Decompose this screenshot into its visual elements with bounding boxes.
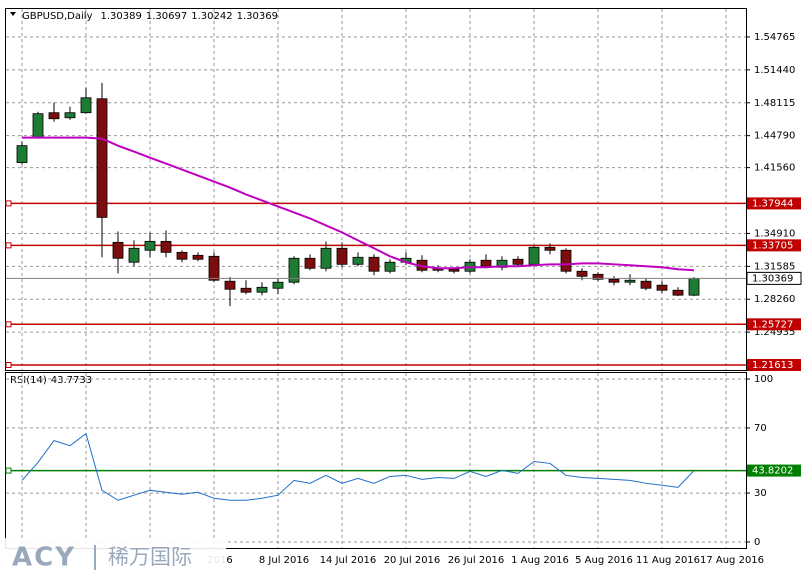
candle-body [144, 240, 156, 251]
symbol: GBPUSD,Daily [22, 11, 93, 22]
y-tick-label: 1.34910 [754, 228, 795, 239]
y-tick-label: 100 [754, 374, 773, 385]
level-label: 43.8202 [752, 466, 793, 477]
x-tick-label: 5 Aug 2016 [575, 555, 633, 566]
level-label: 1.25727 [752, 319, 793, 330]
candle-body [288, 257, 300, 283]
candle-body [480, 259, 492, 267]
candle-body [128, 247, 140, 263]
x-tick-label: 26 Jul 2016 [448, 555, 505, 566]
level-label: 1.33705 [752, 240, 793, 251]
y-tick-label: 70 [754, 423, 767, 434]
level-handle [5, 321, 12, 328]
candle-body [656, 284, 668, 291]
y-tick-label: 1.51440 [754, 65, 795, 76]
candle-body [528, 246, 540, 265]
candle-body [512, 258, 524, 265]
rsi-title: RSI(14) [10, 375, 47, 386]
candle-body [112, 241, 124, 259]
rsi-line [21, 432, 695, 501]
watermark-bg [0, 538, 226, 578]
rsi-value: 43.7733 [51, 375, 92, 386]
rsi-header: RSI(14) 43.7733 [10, 375, 92, 386]
candle-body [448, 268, 460, 272]
level-label-bg [747, 464, 801, 477]
candle-body [544, 246, 556, 251]
candle-body [624, 279, 636, 283]
x-tick-label: 14 Jul 2016 [320, 555, 377, 566]
candle-body [304, 257, 316, 269]
moving-average [22, 136, 695, 272]
candle-body [672, 289, 684, 296]
quote-low: 1.30242 [191, 11, 232, 22]
level-label: 1.37944 [752, 198, 793, 209]
current-price-bg [746, 271, 802, 285]
candle-body [160, 240, 172, 253]
watermark-name: 稀万国际 [108, 545, 192, 569]
candle-body [384, 261, 396, 272]
candle-body [32, 113, 44, 139]
y-tick-label: 1.48115 [754, 98, 795, 109]
y-tick-label: 1.24935 [754, 327, 795, 338]
candle-body [80, 97, 92, 114]
candle-body [192, 254, 204, 260]
quote-close: 1.30369 [237, 11, 278, 22]
x-tick-label: 20 Jul 2016 [384, 555, 441, 566]
candle-body [608, 278, 620, 283]
quote-open: 1.30389 [101, 11, 142, 22]
y-tick-label: 30 [754, 488, 767, 499]
candle-body [208, 255, 220, 281]
candle-body [48, 112, 60, 120]
x-tick-label: 1 Aug 2016 [511, 555, 569, 566]
y-tick-label: 0 [754, 537, 760, 548]
level-handle [5, 362, 12, 369]
menu-icon[interactable] [10, 12, 16, 16]
candle-body [592, 273, 604, 280]
candle-body [368, 256, 380, 272]
y-tick-label: 1.44790 [754, 131, 795, 142]
x-tick-label: 11 Aug 2016 [636, 555, 700, 566]
candle-body [256, 286, 268, 293]
candle-body [576, 270, 588, 277]
level-label-bg [747, 359, 801, 372]
level-label-bg [747, 318, 801, 331]
candle-body [640, 280, 652, 289]
candle-body [320, 247, 332, 269]
candle-body [688, 277, 700, 296]
level-handle [5, 200, 12, 207]
candle-body [352, 256, 364, 265]
candle-body [272, 281, 284, 289]
symbol-header: GBPUSD,Daily 1.30389 1.30697 1.30242 1.30369 [22, 11, 278, 22]
candle-body [224, 280, 236, 290]
x-tick-label: 8 Jul 2016 [259, 555, 309, 566]
candle-body [560, 249, 572, 272]
level-label: 1.21613 [752, 360, 793, 371]
y-tick-label: 1.54765 [754, 32, 795, 43]
candle-body [16, 145, 28, 163]
level-label-bg [747, 197, 801, 210]
y-tick-label: 1.41560 [754, 163, 795, 174]
y-tick-label: 1.28260 [754, 294, 795, 305]
price-frame [5, 8, 747, 371]
quote-high: 1.30697 [146, 11, 187, 22]
candle-body [96, 98, 108, 218]
candle-body [240, 287, 252, 293]
level-handle [5, 242, 12, 249]
candle-body [176, 251, 188, 260]
y-tick-label: 1.31585 [754, 261, 795, 272]
watermark-brand: ACY [12, 543, 76, 573]
rsi-frame [5, 372, 747, 549]
candle-body [336, 247, 348, 265]
candle-body [64, 112, 76, 119]
level-label-bg [747, 239, 801, 252]
current-price-label: 1.30369 [752, 273, 793, 284]
watermark: ACY 稀万国际 [0, 538, 226, 578]
level-handle [5, 467, 12, 474]
x-tick-label: 17 Aug 2016 [700, 555, 764, 566]
